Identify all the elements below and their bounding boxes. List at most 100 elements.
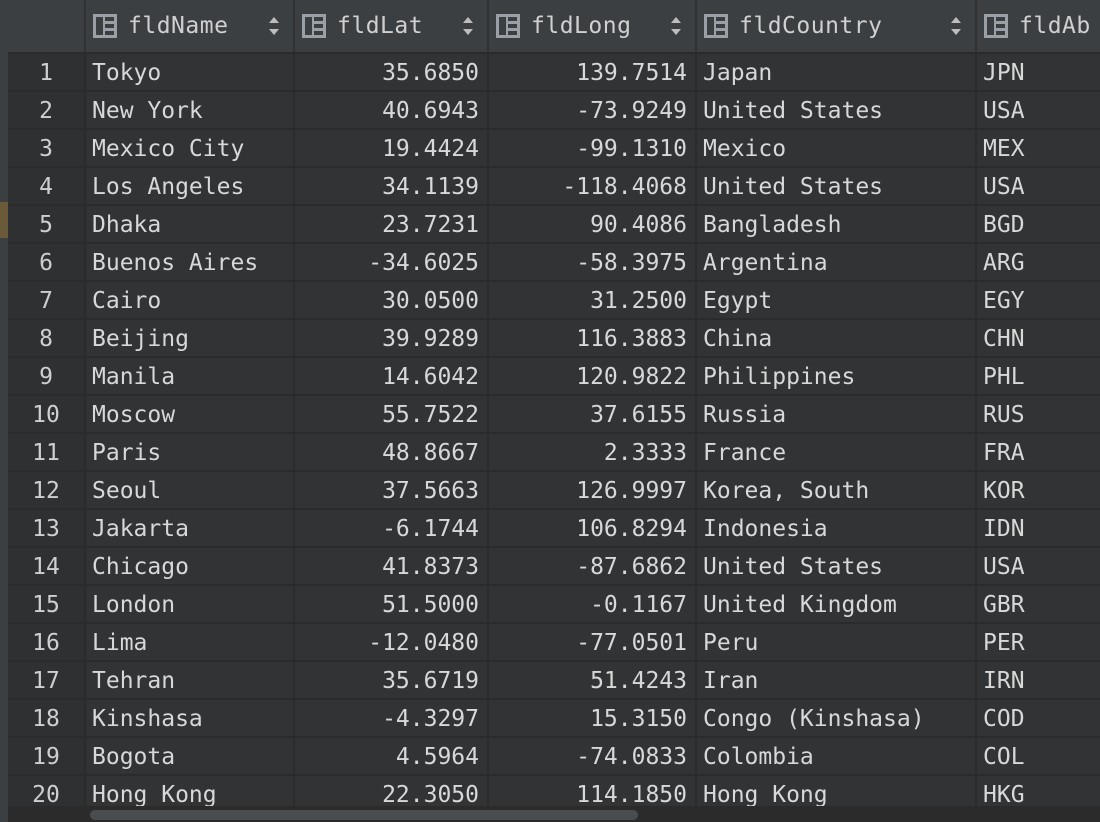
cell-long[interactable]: 116.3883: [487, 320, 695, 356]
cell-country[interactable]: Bangladesh: [695, 206, 975, 242]
row-number[interactable]: 17: [8, 662, 84, 698]
cell-country[interactable]: Iran: [695, 662, 975, 698]
sort-icon[interactable]: [461, 15, 475, 37]
cell-name[interactable]: Beijing: [84, 320, 293, 356]
cell-name[interactable]: Seoul: [84, 472, 293, 508]
cell-country[interactable]: Egypt: [695, 282, 975, 318]
cell-lat[interactable]: 34.1139: [293, 168, 487, 204]
row-number[interactable]: 16: [8, 624, 84, 660]
column-header-fldlat[interactable]: fldLat: [293, 0, 487, 52]
cell-lat[interactable]: -12.0480: [293, 624, 487, 660]
cell-ab[interactable]: MEX: [975, 130, 1100, 166]
cell-long[interactable]: 15.3150: [487, 700, 695, 736]
cell-name[interactable]: Jakarta: [84, 510, 293, 546]
cell-ab[interactable]: RUS: [975, 396, 1100, 432]
cell-country[interactable]: Korea, South: [695, 472, 975, 508]
cell-lat[interactable]: -34.6025: [293, 244, 487, 280]
cell-ab[interactable]: PER: [975, 624, 1100, 660]
cell-name[interactable]: Bogota: [84, 738, 293, 774]
cell-name[interactable]: Lima: [84, 624, 293, 660]
cell-ab[interactable]: IRN: [975, 662, 1100, 698]
cell-country[interactable]: China: [695, 320, 975, 356]
cell-lat[interactable]: 19.4424: [293, 130, 487, 166]
cell-ab[interactable]: COD: [975, 700, 1100, 736]
table-row[interactable]: 4 Los Angeles 34.1139 -118.4068 United S…: [8, 166, 1100, 204]
cell-name[interactable]: Tokyo: [84, 54, 293, 90]
table-row[interactable]: 7 Cairo 30.0500 31.2500 Egypt EGY: [8, 280, 1100, 318]
cell-lat[interactable]: 41.8373: [293, 548, 487, 584]
cell-long[interactable]: 106.8294: [487, 510, 695, 546]
cell-ab[interactable]: EGY: [975, 282, 1100, 318]
cell-lat[interactable]: -6.1744: [293, 510, 487, 546]
table-row[interactable]: 8 Beijing 39.9289 116.3883 China CHN: [8, 318, 1100, 356]
cell-long[interactable]: -87.6862: [487, 548, 695, 584]
cell-name[interactable]: New York: [84, 92, 293, 128]
row-number[interactable]: 4: [8, 168, 84, 204]
cell-name[interactable]: London: [84, 586, 293, 622]
cell-long[interactable]: -99.1310: [487, 130, 695, 166]
cell-country[interactable]: United States: [695, 548, 975, 584]
cell-ab[interactable]: FRA: [975, 434, 1100, 470]
cell-lat[interactable]: 23.7231: [293, 206, 487, 242]
table-row[interactable]: 19 Bogota 4.5964 -74.0833 Colombia COL: [8, 736, 1100, 774]
cell-long[interactable]: -0.1167: [487, 586, 695, 622]
cell-country[interactable]: Russia: [695, 396, 975, 432]
cell-name[interactable]: Buenos Aires: [84, 244, 293, 280]
cell-country[interactable]: Mexico: [695, 130, 975, 166]
cell-lat[interactable]: 51.5000: [293, 586, 487, 622]
column-header-fldcountry[interactable]: fldCountry: [695, 0, 975, 52]
cell-country[interactable]: Colombia: [695, 738, 975, 774]
table-row[interactable]: 12 Seoul 37.5663 126.9997 Korea, South K…: [8, 470, 1100, 508]
table-row[interactable]: 3 Mexico City 19.4424 -99.1310 Mexico ME…: [8, 128, 1100, 166]
cell-country[interactable]: France: [695, 434, 975, 470]
row-number[interactable]: 12: [8, 472, 84, 508]
cell-long[interactable]: 37.6155: [487, 396, 695, 432]
cell-long[interactable]: 90.4086: [487, 206, 695, 242]
row-number[interactable]: 10: [8, 396, 84, 432]
row-number[interactable]: 7: [8, 282, 84, 318]
cell-name[interactable]: Los Angeles: [84, 168, 293, 204]
cell-lat[interactable]: 48.8667: [293, 434, 487, 470]
cell-country[interactable]: Japan: [695, 54, 975, 90]
cell-ab[interactable]: IDN: [975, 510, 1100, 546]
column-header-fldlong[interactable]: fldLong: [487, 0, 695, 52]
table-row[interactable]: 13 Jakarta -6.1744 106.8294 Indonesia ID…: [8, 508, 1100, 546]
cell-lat[interactable]: 4.5964: [293, 738, 487, 774]
cell-long[interactable]: -118.4068: [487, 168, 695, 204]
row-number[interactable]: 11: [8, 434, 84, 470]
cell-ab[interactable]: USA: [975, 548, 1100, 584]
cell-country[interactable]: Argentina: [695, 244, 975, 280]
cell-long[interactable]: 2.3333: [487, 434, 695, 470]
cell-lat[interactable]: 40.6943: [293, 92, 487, 128]
cell-country[interactable]: United States: [695, 92, 975, 128]
table-row[interactable]: 16 Lima -12.0480 -77.0501 Peru PER: [8, 622, 1100, 660]
cell-lat[interactable]: 35.6719: [293, 662, 487, 698]
row-number[interactable]: 19: [8, 738, 84, 774]
cell-name[interactable]: Kinshasa: [84, 700, 293, 736]
cell-ab[interactable]: CHN: [975, 320, 1100, 356]
cell-ab[interactable]: USA: [975, 92, 1100, 128]
row-number[interactable]: 14: [8, 548, 84, 584]
table-row[interactable]: 18 Kinshasa -4.3297 15.3150 Congo (Kinsh…: [8, 698, 1100, 736]
cell-country[interactable]: Peru: [695, 624, 975, 660]
sort-icon[interactable]: [949, 15, 963, 37]
cell-lat[interactable]: 30.0500: [293, 282, 487, 318]
cell-name[interactable]: Dhaka: [84, 206, 293, 242]
sort-icon[interactable]: [669, 15, 683, 37]
cell-name[interactable]: Mexico City: [84, 130, 293, 166]
sort-icon[interactable]: [267, 15, 281, 37]
cell-lat[interactable]: 39.9289: [293, 320, 487, 356]
cell-ab[interactable]: ARG: [975, 244, 1100, 280]
row-number[interactable]: 5: [8, 206, 84, 242]
cell-lat[interactable]: 14.6042: [293, 358, 487, 394]
cell-name[interactable]: Tehran: [84, 662, 293, 698]
row-number[interactable]: 2: [8, 92, 84, 128]
cell-ab[interactable]: JPN: [975, 54, 1100, 90]
table-row[interactable]: 15 London 51.5000 -0.1167 United Kingdom…: [8, 584, 1100, 622]
cell-long[interactable]: 120.9822: [487, 358, 695, 394]
table-row[interactable]: 17 Tehran 35.6719 51.4243 Iran IRN: [8, 660, 1100, 698]
row-number[interactable]: 18: [8, 700, 84, 736]
table-row[interactable]: 9 Manila 14.6042 120.9822 Philippines PH…: [8, 356, 1100, 394]
row-number[interactable]: 1: [8, 54, 84, 90]
table-row[interactable]: 5 Dhaka 23.7231 90.4086 Bangladesh BGD: [8, 204, 1100, 242]
